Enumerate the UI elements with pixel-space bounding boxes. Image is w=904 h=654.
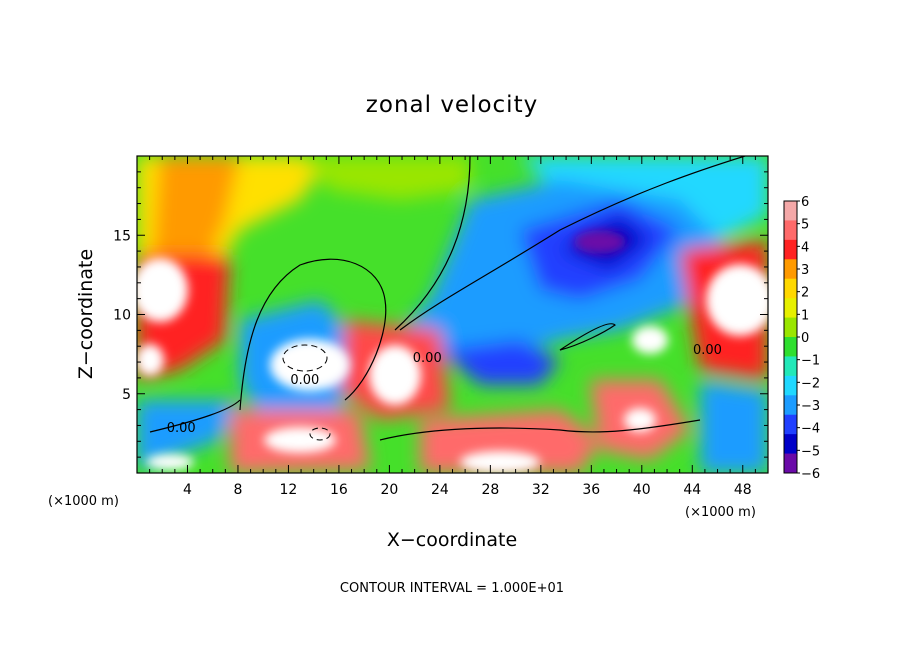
contour-interval-note: CONTOUR INTERVAL = 1.000E+01: [340, 581, 564, 596]
colorbar-swatch: [784, 356, 797, 377]
colorbar-swatch: [784, 317, 797, 338]
colorbar-label: −3: [801, 399, 820, 414]
colorbar-swatch: [784, 298, 797, 319]
x-unit-label-left: (×1000 m): [48, 494, 119, 509]
colorbar-swatch: [784, 414, 797, 435]
colorbar-label: 2: [801, 286, 809, 301]
colorbar-label: −1: [801, 354, 820, 369]
colorbar-swatch: [784, 375, 797, 396]
x-unit-label-right: (×1000 m): [685, 505, 756, 520]
x-tick-label: 4: [183, 482, 192, 498]
contour-label: 0.00: [413, 351, 442, 366]
x-tick-label: 40: [633, 482, 651, 498]
y-tick-label: 10: [113, 308, 131, 324]
colorbar-label: 1: [801, 308, 809, 323]
colorbar-swatch: [784, 337, 797, 357]
colorbar: 6 5 4 3 2 1 0 −1 −2 −3 −4 −5 −6: [783, 195, 820, 482]
x-tick-label: 8: [233, 482, 242, 498]
colorbar-label: −4: [801, 422, 820, 437]
heatmap-field: [137, 156, 768, 473]
contour-label: 0.00: [167, 421, 196, 436]
colorbar-swatch: [784, 395, 797, 416]
colorbar-swatch: [784, 259, 797, 280]
colorbar-label: 0: [801, 331, 809, 346]
x-tick-label: 16: [330, 482, 348, 498]
colorbar-swatch: [784, 278, 797, 299]
x-tick-label: 48: [734, 482, 752, 498]
x-tick-label: 32: [532, 482, 550, 498]
colorbar-swatch: [784, 220, 797, 241]
y-tick-label: 15: [113, 228, 131, 244]
colorbar-label: 6: [801, 195, 809, 210]
contour-labels: 0.00 0.00 0.00 0.00: [167, 343, 722, 436]
x-tick-label: 36: [582, 482, 600, 498]
colorbar-label: 5: [801, 218, 809, 233]
colorbar-swatch: [784, 434, 797, 455]
colorbar-label: −6: [801, 467, 820, 482]
y-axis: 5 10 15: [113, 171, 768, 458]
y-axis-label: Z−coordinate: [75, 249, 97, 379]
colorbar-label: −2: [801, 376, 820, 391]
x-axis-label: X−coordinate: [387, 529, 517, 551]
x-tick-label: 20: [380, 482, 398, 498]
colorbar-label: −5: [801, 444, 820, 459]
x-tick-label: 24: [431, 482, 449, 498]
x-axis: 4 8 12 16 20 24 28 32 36 40 44 48: [149, 156, 756, 498]
colorbar-swatch: [784, 453, 797, 474]
x-tick-label: 44: [683, 482, 701, 498]
contour-label: 0.00: [693, 343, 722, 358]
colorbar-swatch: [784, 201, 797, 221]
contour-label: 0.00: [290, 373, 319, 388]
colorbar-swatch: [784, 239, 797, 260]
chart-title: zonal velocity: [366, 92, 538, 118]
x-tick-label: 28: [481, 482, 499, 498]
x-tick-label: 12: [280, 482, 298, 498]
colorbar-label: 3: [801, 263, 809, 278]
y-tick-label: 5: [122, 387, 131, 403]
colorbar-label: 4: [801, 240, 809, 255]
